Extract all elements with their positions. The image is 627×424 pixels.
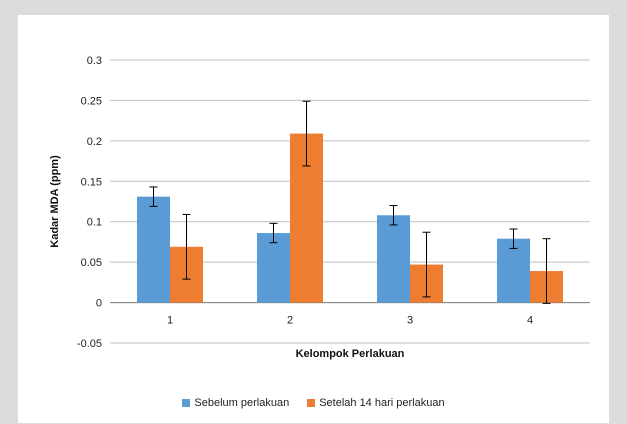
x-tick-label: 2	[287, 315, 293, 327]
y-tick-label: 0.25	[81, 95, 102, 107]
bar	[497, 238, 530, 303]
bar	[257, 233, 290, 303]
legend-swatch-setelah	[307, 399, 316, 407]
y-tick-label: 0.2	[87, 136, 102, 148]
x-axis-title: Kelompok Perlakuan	[296, 348, 405, 360]
legend-label-setelah: Setelah 14 hari perlakuan	[319, 397, 445, 409]
y-tick-label: 0.3	[87, 55, 102, 67]
chart-frame: -0.05 0 0.05 0.1 0.15 0.2 0.25 0.3 1 2 3 4 Kelompok …	[18, 15, 609, 423]
legend: Sebelum perlakuan Setelah 14 hari perlak…	[18, 397, 609, 409]
legend-item-setelah: Setelah 14 hari perlakuan	[307, 397, 445, 409]
y-tick-label: -0.05	[77, 338, 102, 350]
bar-chart: -0.05 0 0.05 0.1 0.15 0.2 0.25 0.3 1 2 3 4 Kelompok …	[49, 55, 590, 360]
legend-item-sebelum: Sebelum perlakuan	[182, 397, 289, 409]
legend-swatch-sebelum	[182, 399, 191, 407]
x-tick-label: 4	[527, 315, 533, 327]
bar	[137, 196, 170, 303]
y-axis-title: Kadar MDA (ppm)	[49, 155, 61, 248]
x-tick-label: 1	[167, 315, 173, 327]
bar	[377, 215, 410, 303]
y-tick-label: 0.1	[87, 217, 102, 229]
y-tick-label: 0.15	[81, 176, 102, 188]
y-tick-label: 0.05	[81, 257, 102, 269]
y-tick-label: 0	[96, 298, 102, 310]
legend-label-sebelum: Sebelum perlakuan	[194, 397, 290, 409]
x-tick-label: 3	[407, 315, 413, 327]
